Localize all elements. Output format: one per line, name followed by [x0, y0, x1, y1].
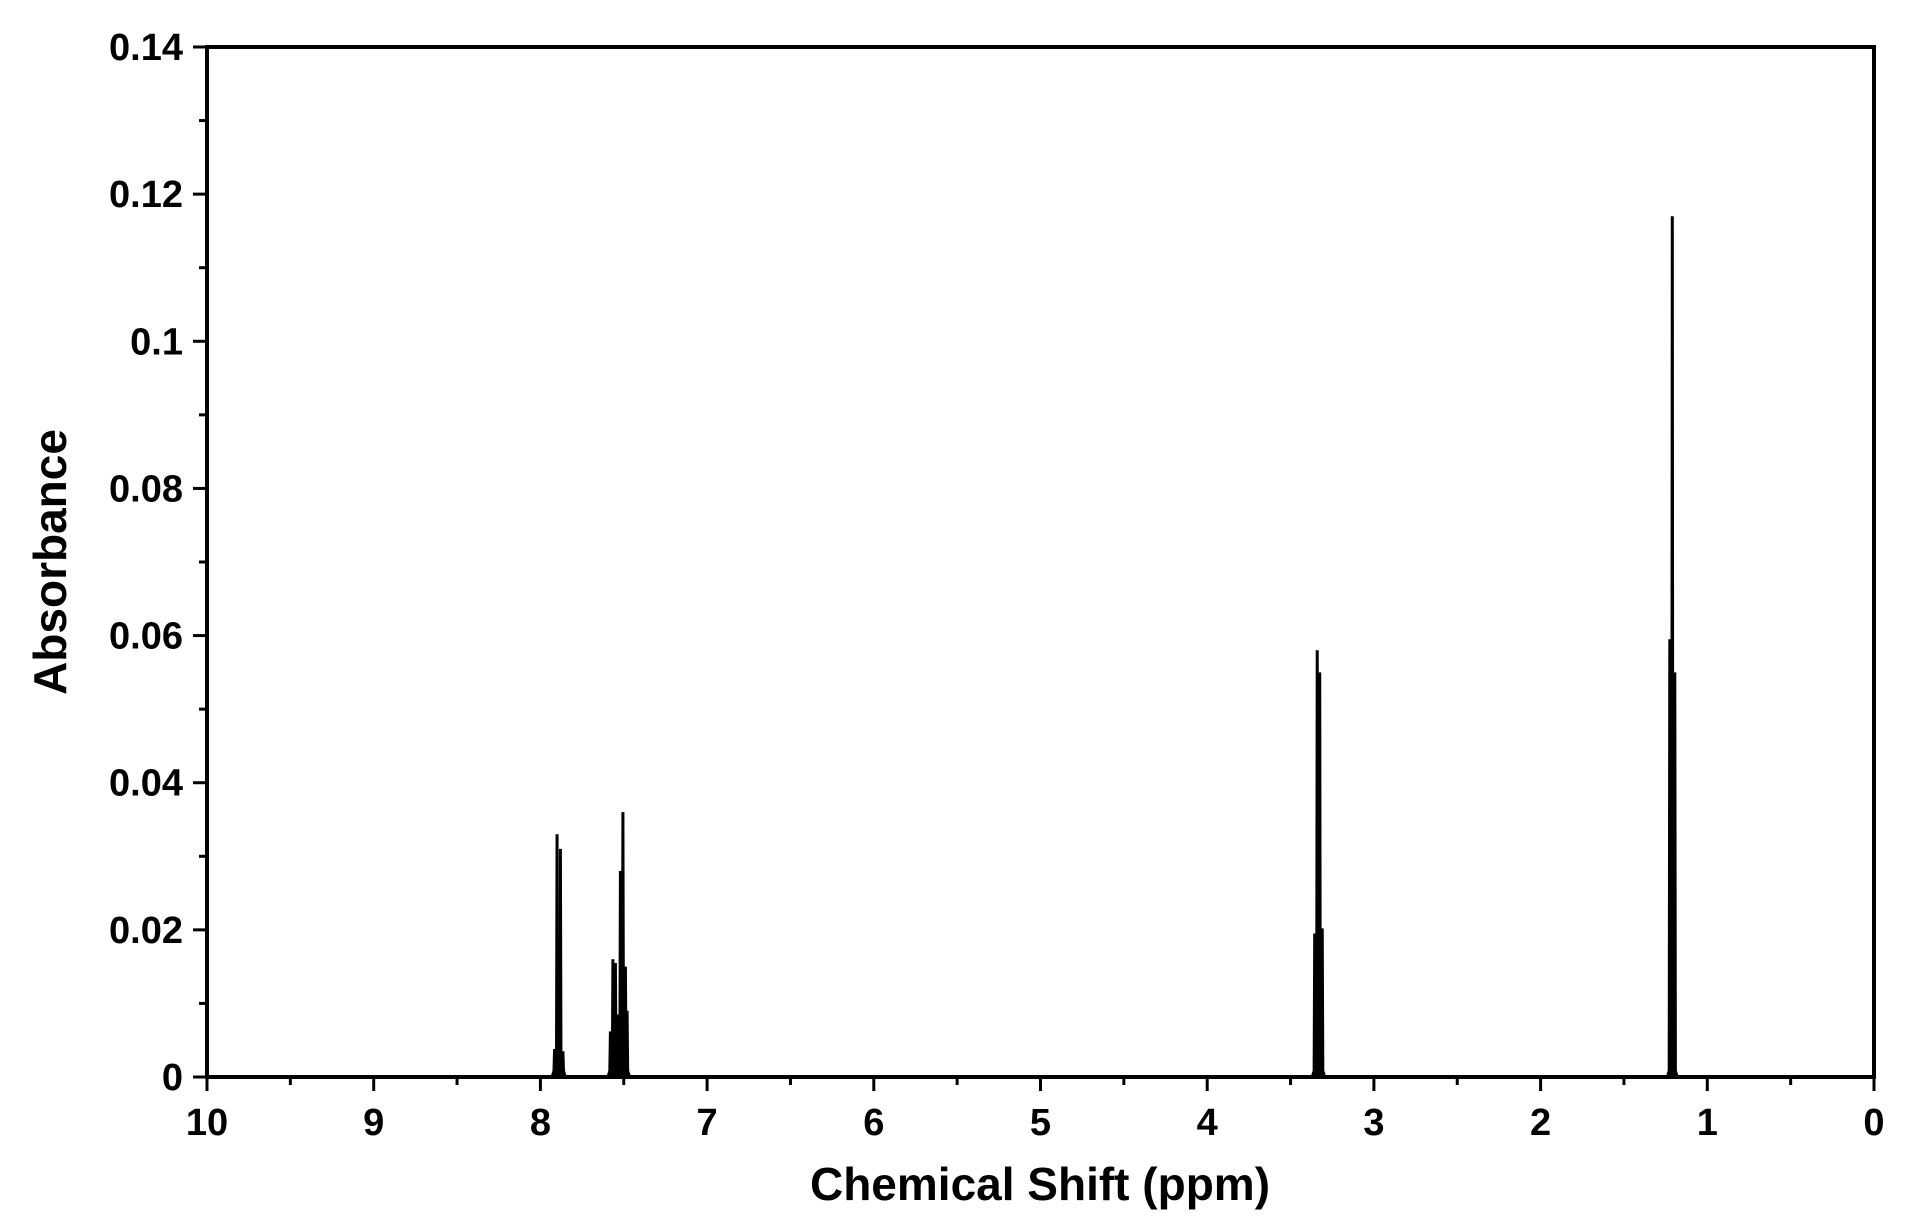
x-tick-labels: 10 9 8 7 6 5 4 3 2 1 0	[186, 1102, 1885, 1144]
x-tick-label: 1	[1697, 1102, 1718, 1144]
x-tick-label: 2	[1530, 1102, 1551, 1144]
y-tick-label: 0.06	[109, 616, 183, 658]
plot-frame	[205, 45, 1876, 1079]
y-tick-label: 0	[162, 1057, 183, 1099]
spectrum-peaks	[207, 216, 1874, 1079]
spectrum-peak	[558, 1051, 567, 1078]
y-tick-labels: 0 0.02 0.04 0.06 0.08 0.1 0.12 0.14	[109, 27, 183, 1099]
y-axis-title: Absorbance	[24, 429, 76, 695]
x-tick-label: 0	[1863, 1102, 1884, 1144]
x-tick-label: 10	[186, 1102, 228, 1144]
x-tick-label: 8	[530, 1102, 551, 1144]
x-tick-label: 3	[1363, 1102, 1384, 1144]
x-axis-title: Chemical Shift (ppm)	[810, 1158, 1270, 1210]
y-tick-label: 0.12	[109, 174, 183, 216]
x-tick-label: 5	[1030, 1102, 1051, 1144]
spectrum-peak	[1318, 928, 1327, 1078]
y-tick-label: 0.14	[109, 27, 183, 69]
y-tick-label: 0.08	[109, 468, 183, 510]
axis-ticks	[193, 45, 1876, 1091]
y-tick-label: 0.02	[109, 910, 183, 952]
spectrum-peak	[1670, 672, 1679, 1078]
y-tick-label: 0.1	[130, 321, 183, 363]
y-tick-label: 0.04	[109, 763, 183, 805]
x-tick-label: 6	[863, 1102, 884, 1144]
x-tick-label: 9	[363, 1102, 384, 1144]
x-tick-label: 4	[1197, 1102, 1218, 1144]
x-tick-label: 7	[697, 1102, 718, 1144]
spectrum-peak	[623, 1010, 632, 1078]
